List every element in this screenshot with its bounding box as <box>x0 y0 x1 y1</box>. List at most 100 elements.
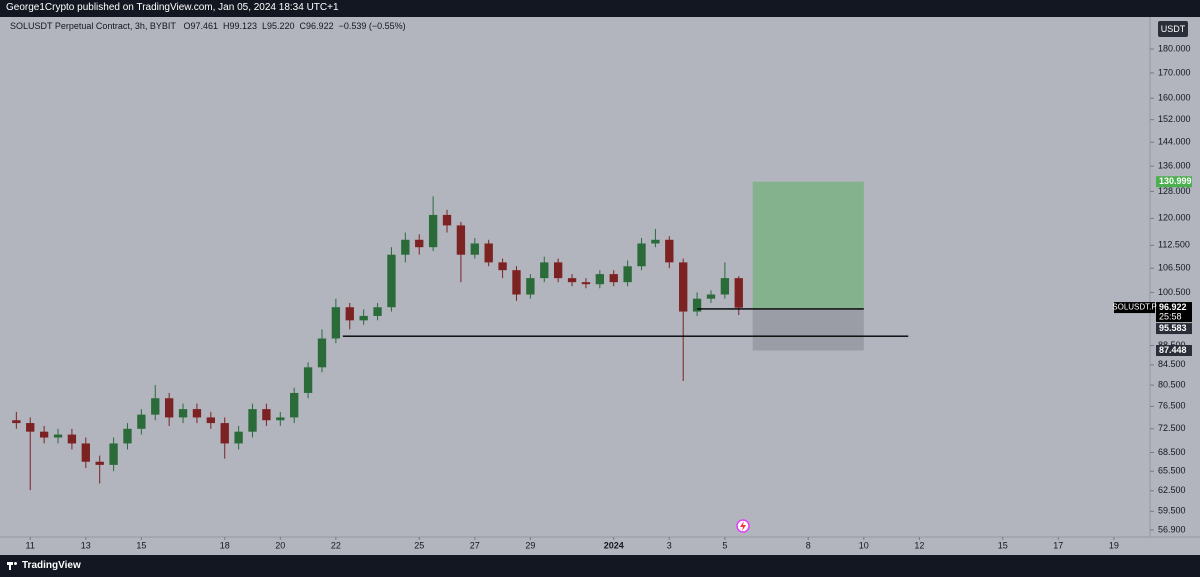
candle-body <box>401 239 410 255</box>
symbol-title: SOLUSDT Perpetual Contract, 3h, BYBIT <box>10 21 176 31</box>
price-label: 130.999 <box>1159 176 1192 186</box>
y-tick-label: 160.000 <box>1158 93 1191 103</box>
candle-body <box>512 270 521 295</box>
candle-body <box>442 214 452 226</box>
y-tick-label: 152.000 <box>1158 114 1191 124</box>
candle-body <box>665 239 674 263</box>
y-tick-label: 65.500 <box>1158 466 1186 476</box>
candle-body <box>345 307 354 321</box>
candle-body <box>262 409 271 421</box>
candle-body <box>317 338 327 368</box>
ohlc-value: O97.461 <box>183 21 218 31</box>
x-tick-label: 19 <box>1109 540 1119 550</box>
position-target-zone <box>752 181 864 310</box>
candle-body <box>470 243 479 255</box>
plot-area <box>12 181 909 491</box>
x-tick-label: 15 <box>998 540 1008 550</box>
symbol-label: SOLUSDT.P <box>1112 303 1156 312</box>
x-tick-label: 11 <box>26 540 35 550</box>
price-label: 87.448 <box>1159 345 1187 355</box>
x-tick-label: 17 <box>1053 540 1063 550</box>
candle-body <box>39 431 49 438</box>
ohlc-value: C96.922 <box>299 21 334 31</box>
candle-body <box>387 254 396 308</box>
x-tick-label: 2024 <box>604 540 624 550</box>
candle-body <box>164 398 174 418</box>
candle-body <box>331 307 341 339</box>
candle-body <box>95 461 104 465</box>
candle-body <box>192 409 202 418</box>
price-label-box <box>1156 302 1192 323</box>
tradingview-logo <box>7 562 17 570</box>
candle-body <box>123 428 132 444</box>
x-tick-label: 12 <box>914 540 924 550</box>
price-label-box <box>1156 345 1192 357</box>
event-icon[interactable] <box>736 519 750 533</box>
x-tick-label: 20 <box>275 540 285 550</box>
candle-body <box>623 266 632 283</box>
y-tick-label: 100.500 <box>1158 287 1191 297</box>
candle-body <box>428 214 438 248</box>
price-label-box <box>1156 176 1192 188</box>
y-tick-label: 68.500 <box>1158 447 1186 457</box>
candle-body <box>12 420 21 424</box>
y-tick-label: 128.000 <box>1158 186 1191 196</box>
x-tick-label: 27 <box>470 540 480 550</box>
candle-body <box>651 239 660 244</box>
x-tick-label: 22 <box>331 540 341 550</box>
candle-body <box>581 282 591 285</box>
x-tick-label: 8 <box>806 540 811 550</box>
x-tick-label: 25 <box>414 540 424 550</box>
candle-body <box>359 315 368 321</box>
candle-body <box>540 262 549 279</box>
candle-body <box>456 225 466 255</box>
currency-label: USDT <box>1161 24 1186 34</box>
price-label: 95.583 <box>1159 323 1187 333</box>
y-tick-label: 120.000 <box>1158 213 1191 223</box>
candle-body <box>526 278 535 295</box>
legend: SOLUSDT Perpetual Contract, 3h, BYBIT O9… <box>10 21 411 31</box>
candle-body <box>151 398 160 415</box>
candle-body <box>109 443 118 465</box>
candle-body <box>567 278 577 283</box>
y-tick-label: 106.500 <box>1158 263 1191 273</box>
candle-body <box>706 294 716 299</box>
publisher-line: George1Crypto published on TradingView.c… <box>6 2 339 13</box>
candle-body <box>679 262 688 312</box>
y-tick-label: 59.500 <box>1158 506 1186 516</box>
price-label: 96.922 <box>1159 302 1187 312</box>
x-tick-label: 3 <box>667 540 672 550</box>
candle-body <box>595 274 605 285</box>
footer-bar <box>0 555 1200 577</box>
y-tick-label: 62.500 <box>1158 485 1186 495</box>
candle-body <box>734 278 743 308</box>
currency-button[interactable] <box>1158 21 1188 37</box>
candle-body <box>234 431 243 444</box>
candle-body <box>720 278 730 295</box>
candle-body <box>248 409 257 432</box>
candle-body <box>415 239 424 248</box>
x-tick-label: 5 <box>722 540 727 550</box>
candle-body <box>373 307 382 316</box>
y-tick-label: 144.000 <box>1158 137 1191 147</box>
candle-body <box>609 274 618 283</box>
candle-body <box>81 443 90 462</box>
x-tick-label: 15 <box>136 540 146 550</box>
candle-body <box>137 414 146 429</box>
x-tick-label: 18 <box>220 540 230 550</box>
candle-body <box>290 392 299 418</box>
candle-body <box>553 262 563 279</box>
y-tick-label: 170.000 <box>1158 67 1191 77</box>
x-tick-label: 29 <box>525 540 535 550</box>
candle-body <box>67 434 77 444</box>
price-label-box <box>1156 323 1192 335</box>
candle-body <box>53 434 63 438</box>
ohlc-value: H99.123 <box>222 21 257 31</box>
candle-body <box>178 409 188 418</box>
y-tick-label: 88.500 <box>1158 340 1186 350</box>
y-tick-label: 136.000 <box>1158 160 1191 170</box>
x-tick-label: 13 <box>81 540 91 550</box>
ohlc-value: L95.220 <box>262 21 295 31</box>
